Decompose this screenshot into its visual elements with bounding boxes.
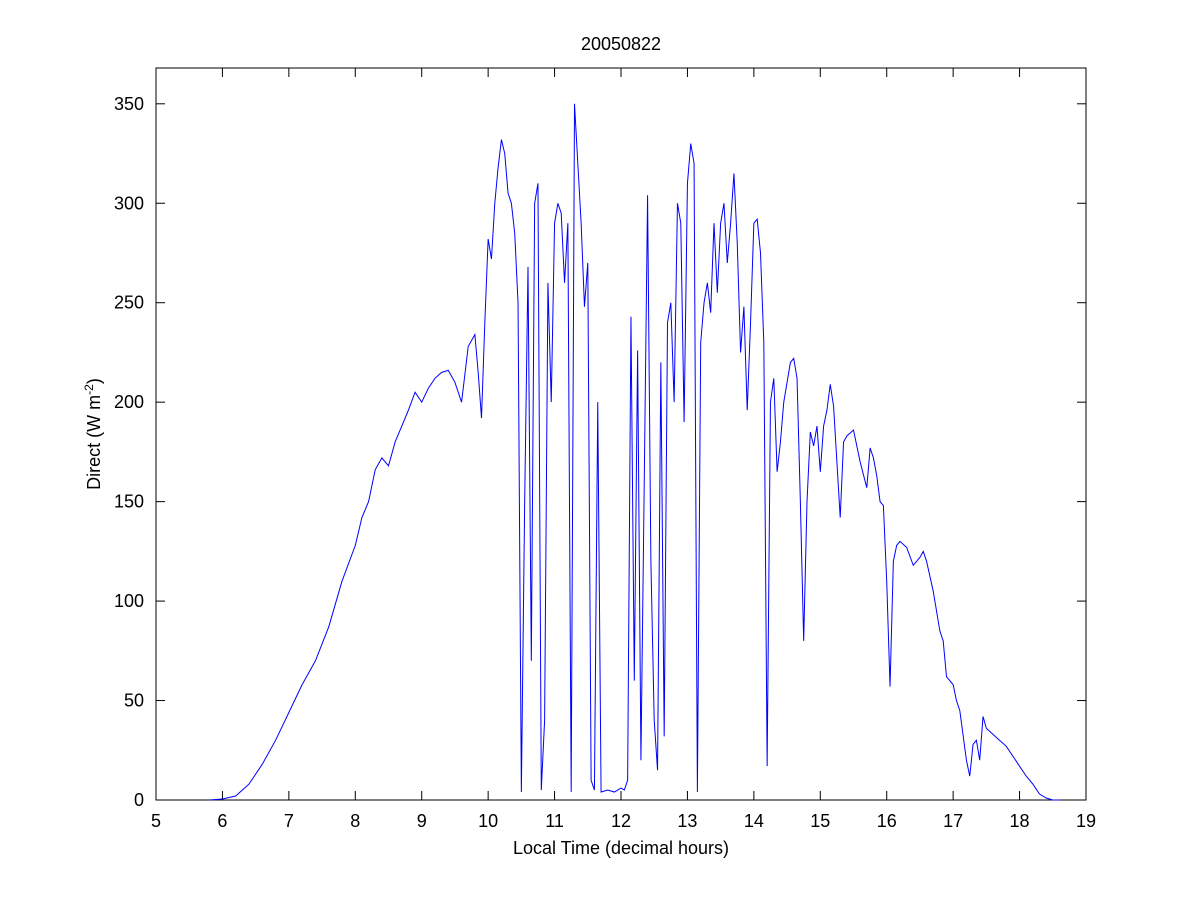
y-tick-label: 350: [114, 94, 144, 114]
y-axis-label: Direct (W m-2): [82, 378, 104, 490]
x-tick-label: 5: [151, 811, 161, 831]
y-label-superscript: -2: [82, 384, 96, 395]
x-tick-label: 15: [810, 811, 830, 831]
x-tick-label: 8: [350, 811, 360, 831]
plot-area: [155, 67, 1087, 801]
chart-title: 20050822: [581, 34, 661, 54]
y-tick-label: 300: [114, 193, 144, 213]
x-tick-label: 7: [284, 811, 294, 831]
x-tick-label: 6: [217, 811, 227, 831]
x-tick-label: 13: [677, 811, 697, 831]
y-tick-label: 250: [114, 293, 144, 313]
y-tick-label: 0: [134, 790, 144, 810]
x-tick-label: 16: [877, 811, 897, 831]
x-tick-label: 19: [1076, 811, 1096, 831]
y-tick-label: 200: [114, 392, 144, 412]
x-tick-label: 9: [417, 811, 427, 831]
data-line: [209, 103, 1060, 801]
x-tick-label: 10: [478, 811, 498, 831]
y-tick-label: 150: [114, 492, 144, 512]
x-tick-label: 18: [1010, 811, 1030, 831]
x-tick-label: 17: [943, 811, 963, 831]
y-tick-label: 100: [114, 591, 144, 611]
y-label-text: Direct (W m: [84, 395, 104, 490]
y-tick-label: 50: [124, 691, 144, 711]
x-tick-label: 12: [611, 811, 631, 831]
x-tick-label: 11: [545, 811, 564, 831]
x-tick-label: 14: [744, 811, 764, 831]
y-label-suffix: ): [84, 378, 104, 384]
x-axis-label: Local Time (decimal hours): [513, 838, 729, 858]
